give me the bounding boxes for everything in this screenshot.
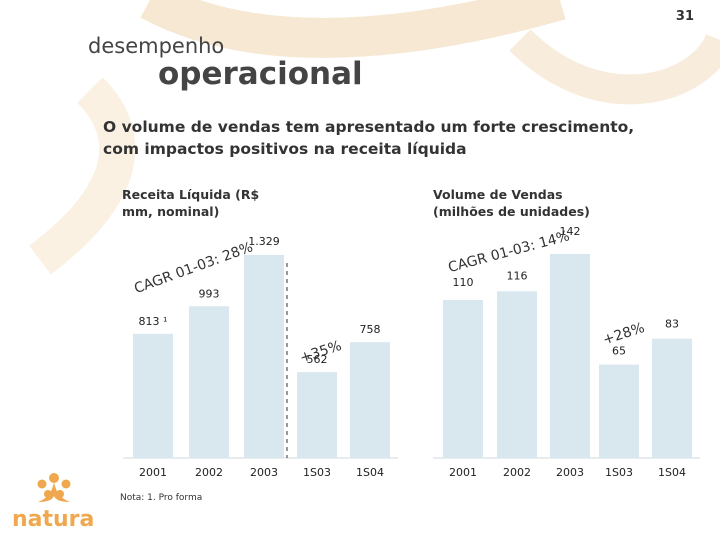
- chart-1-value-label: 993: [199, 287, 220, 300]
- chart-1-bar-2002: [189, 306, 229, 458]
- chart-2-category-label: 1S04: [658, 466, 686, 479]
- footnote: Nota: 1. Pro forma: [120, 493, 203, 503]
- chart-1-growth-annotation: CAGR 01-03: 28%: [132, 239, 255, 297]
- chart-2-title: Volume de Vendas (milhões de unidades): [433, 187, 590, 219]
- chart-2-bar-2002: [497, 291, 537, 458]
- chart-1-value-label: 1.329: [248, 235, 280, 248]
- chart-2-bar-2003: [550, 253, 590, 458]
- chart-1-bar-1S04: [350, 342, 390, 458]
- chart-1-category-label: 1S04: [356, 466, 384, 479]
- page-number: 31: [675, 9, 694, 24]
- chart-2-bar-1S03: [599, 364, 639, 458]
- chart-2-value-label: 142: [560, 225, 581, 238]
- chart-2-bar-2001: [443, 299, 483, 458]
- chart-1-bar-1S03: [297, 372, 337, 458]
- logo-wordmark: natura: [12, 507, 94, 532]
- chart-1-value-label: 758: [360, 323, 381, 336]
- chart-2-category-label: 2003: [556, 466, 584, 479]
- chart-2-value-label: 110: [453, 276, 474, 289]
- chart-2-value-label: 65: [612, 345, 626, 358]
- chart-2-value-label: 116: [507, 269, 528, 282]
- chart-1-category-label: 2001: [139, 466, 167, 479]
- natura-logo: natura: [12, 473, 94, 532]
- chart-1-category-label: 2003: [250, 466, 278, 479]
- chart-2-bar-1S04: [652, 338, 692, 458]
- chart-1-bar-2001: [133, 333, 173, 458]
- chart-1-value-label: 813 ¹: [139, 315, 168, 328]
- page-subtitle: O volume de vendas tem apresentado um fo…: [103, 118, 635, 158]
- chart-1-bar-2003: [244, 254, 284, 458]
- chart-2-category-label: 2001: [449, 466, 477, 479]
- chart-1-value-label: 562: [307, 353, 328, 366]
- chart-1-category-label: 1S03: [303, 466, 331, 479]
- title-line-2: operacional: [158, 56, 363, 92]
- chart-2-category-label: 2002: [503, 466, 531, 479]
- title-line-1: desempenho: [88, 34, 225, 58]
- chart-1-title: Receita Líquida (R$ mm, nominal): [122, 187, 260, 219]
- chart-2-value-label: 83: [665, 318, 679, 331]
- chart-1-category-label: 2002: [195, 466, 223, 479]
- chart-2-category-label: 1S03: [605, 466, 633, 479]
